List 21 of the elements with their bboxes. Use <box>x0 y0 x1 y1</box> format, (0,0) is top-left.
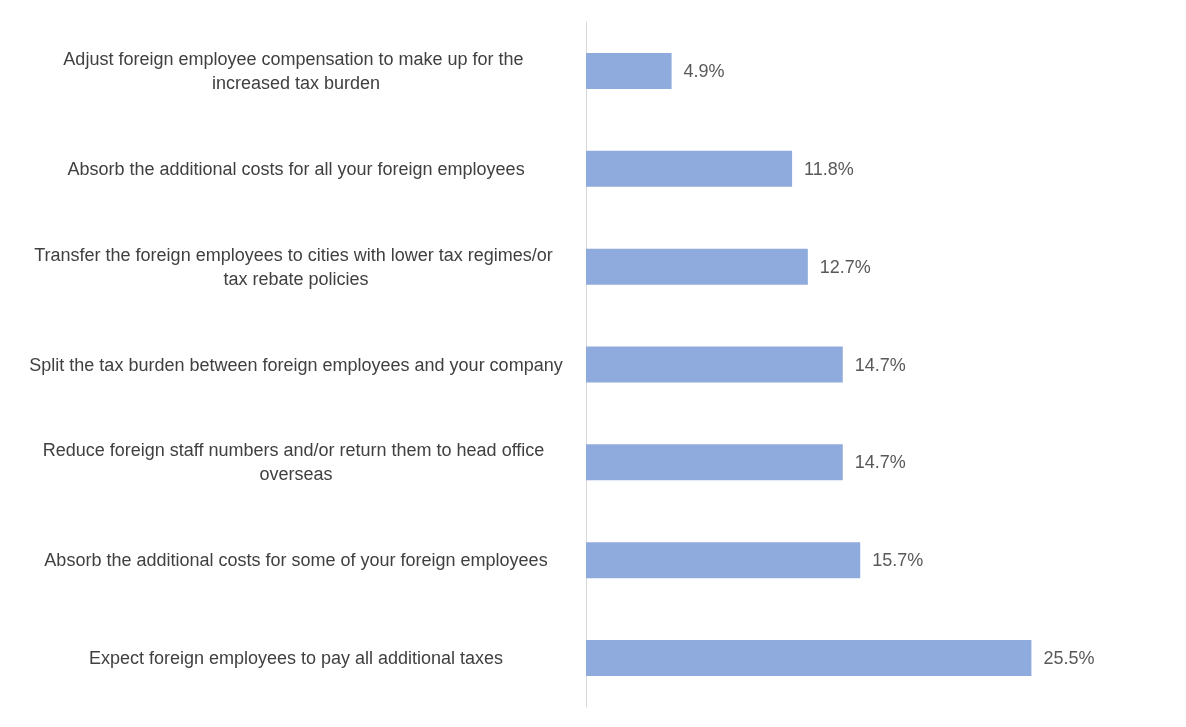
bar <box>586 640 1032 677</box>
bar <box>586 346 843 383</box>
data-label: 4.9% <box>683 60 725 81</box>
data-label: 25.5% <box>1043 648 1095 669</box>
y-tick-label: Absorb the additional costs for some of your foreign employees <box>44 550 548 571</box>
data-label: 15.7% <box>872 550 924 571</box>
y-tick-label: Expect foreign employees to pay all additional taxes <box>88 648 504 669</box>
data-label: 14.7% <box>854 354 906 375</box>
data-label: 14.7% <box>854 452 906 473</box>
bar <box>586 52 672 89</box>
bar <box>586 248 808 285</box>
y-tick-label: Split the tax burden between foreign employees and your company <box>29 354 563 375</box>
data-label: 12.7% <box>819 256 871 277</box>
y-tick-label: Adjust foreign employee compensation to make up for the increased tax burden <box>63 48 529 93</box>
bar <box>586 542 861 579</box>
y-tick-label: Reduce foreign staff numbers and/or return them to head office overseas <box>42 440 550 485</box>
bar <box>586 150 793 187</box>
bar <box>586 444 843 481</box>
y-tick-label: Absorb the additional costs for all your foreign employees <box>67 158 525 179</box>
data-label: 11.8% <box>804 158 854 179</box>
y-tick-label: Transfer the foreign employees to cities with lower tax regimes/or tax rebate policies <box>34 244 558 289</box>
